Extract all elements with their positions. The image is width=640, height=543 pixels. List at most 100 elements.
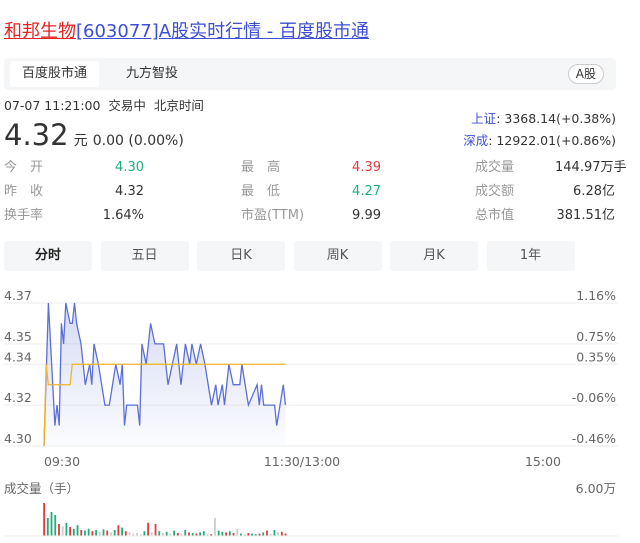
stat-value: 4.32: [115, 184, 144, 199]
intraday-chart: 4.37 1.16% 4.35 0.75% 4.34 0.35% 4.32 -0.06% 4.3…: [4, 288, 618, 537]
timeframe-tab[interactable]: 1年: [486, 241, 575, 271]
volume-bar: [243, 534, 246, 536]
price-line: [43, 302, 287, 447]
volume-bar: [284, 533, 287, 536]
x-tick-label: 11:30/13:00: [264, 454, 340, 469]
volume-bar: [221, 531, 224, 536]
volume-bar: [46, 518, 49, 536]
volume-bar: [273, 530, 276, 536]
stat-value: 9.99: [352, 208, 381, 223]
stat-label: 今 开: [4, 160, 44, 175]
pct-tick-label: -0.46%: [572, 431, 616, 446]
volume-max-label: 6.00万: [576, 481, 616, 496]
volume-bar: [117, 525, 120, 536]
stat-value: 6.28亿: [573, 184, 615, 199]
volume-bar: [262, 532, 265, 536]
volume-bar: [225, 532, 227, 536]
volume-bar: [184, 530, 187, 536]
stat-value: 381.51亿: [556, 208, 616, 223]
stat-label: 成交额: [475, 184, 515, 199]
timeframe-tab[interactable]: 分时: [4, 241, 92, 271]
stat-value: 4.39: [352, 160, 381, 175]
volume-bar: [143, 531, 146, 536]
volume-bar: [87, 528, 90, 536]
volume-bar: [84, 530, 86, 536]
volume-bar: [206, 533, 209, 536]
volume-bar: [139, 534, 142, 536]
volume-bar: [136, 533, 138, 536]
volume-bar: [154, 524, 157, 536]
volume-label: 成交量（手）: [4, 481, 79, 496]
stat-label: 市盈(TTM): [241, 208, 305, 223]
datetime: 07-07 11:21:00: [4, 98, 101, 113]
timeframe-tab[interactable]: 五日: [100, 241, 189, 271]
x-tick-label: 09:30: [44, 454, 80, 469]
volume-bar: [124, 531, 127, 536]
volume-bar: [188, 532, 190, 536]
volume-bar: [76, 525, 79, 536]
index-sh: 上证: 3368.14(+0.38%): [471, 111, 616, 127]
stock-name-link[interactable]: 和邦生物: [4, 21, 76, 42]
volume-bar: [240, 533, 242, 536]
volume-bar: [110, 532, 112, 536]
index-sz-link[interactable]: 深成: [463, 133, 489, 148]
average-line: [43, 363, 286, 447]
volume-bar: [91, 531, 94, 536]
timezone: 北京时间: [153, 98, 204, 113]
volume-bar: [165, 531, 168, 536]
pct-tick-label: 0.35%: [576, 349, 616, 364]
volume-bar: [95, 530, 97, 536]
volume-bar: [65, 522, 68, 536]
timeframe-tab[interactable]: 周K: [293, 241, 382, 271]
volume-bar: [247, 533, 250, 536]
stat-label: 成交量: [475, 160, 515, 175]
stat-value: 144.97万手: [555, 160, 627, 175]
volume-bar: [254, 534, 257, 536]
current-price: 4.32: [4, 118, 69, 152]
price-change: 0.00 (0.00%): [92, 133, 184, 149]
stat-label: 最 高: [241, 160, 281, 175]
volume-bar: [217, 530, 220, 536]
market-badge[interactable]: A股: [567, 64, 604, 84]
tab-jiufang[interactable]: 九方智投: [126, 66, 179, 81]
volume-bar: [199, 532, 201, 536]
volume-bar: [132, 533, 135, 536]
source-tab-bar: 百度股市通 九方智投 A股: [4, 58, 616, 90]
volume-bar: [69, 527, 71, 536]
volume-bar: [180, 533, 183, 536]
tab-baidu[interactable]: 百度股市通: [10, 61, 100, 87]
y-tick-label: 4.32: [4, 390, 32, 405]
timeframe-tab[interactable]: 月K: [390, 241, 478, 271]
volume-bar: [158, 531, 161, 536]
volume-bar: [50, 512, 53, 536]
index-sz-value: : 12922.01(+0.86%): [488, 133, 616, 148]
price-block: 4.32 元 0.00 (0.00%): [4, 118, 184, 152]
index-sz: 深成: 12922.01(+0.86%): [463, 133, 616, 149]
stat-label: 昨 收: [4, 184, 44, 199]
volume-bar: [266, 530, 268, 536]
pct-tick-label: -0.06%: [572, 390, 616, 405]
timeframe-tab[interactable]: 日K: [197, 241, 285, 271]
title-link[interactable]: [603077]A股实时行情 - 百度股市通: [76, 21, 370, 42]
volume-bar: [147, 522, 149, 536]
volume-bar: [102, 529, 105, 536]
volume-bar: [169, 533, 172, 536]
y-tick-label: 4.30: [4, 431, 32, 446]
pct-tick-label: 0.75%: [576, 329, 616, 344]
volume-bar: [113, 530, 116, 536]
volume-bar: [173, 530, 175, 536]
volume-bar: [236, 528, 239, 536]
volume-bar: [176, 533, 179, 536]
pct-tick-label: 1.16%: [576, 288, 616, 303]
volume-bar: [280, 531, 283, 536]
volume-bar: [72, 528, 75, 536]
volume-bar: [195, 533, 198, 536]
y-tick-label: 4.37: [4, 288, 32, 303]
volume-bar: [54, 515, 57, 536]
page-title[interactable]: 和邦生物[603077]A股实时行情 - 百度股市通: [4, 20, 369, 44]
index-sh-link[interactable]: 上证: [471, 111, 497, 126]
y-tick-label: 4.35: [4, 329, 32, 344]
stat-label: 最 低: [241, 184, 281, 199]
y-tick-label: 4.34: [4, 349, 32, 364]
volume-bar: [61, 526, 64, 536]
